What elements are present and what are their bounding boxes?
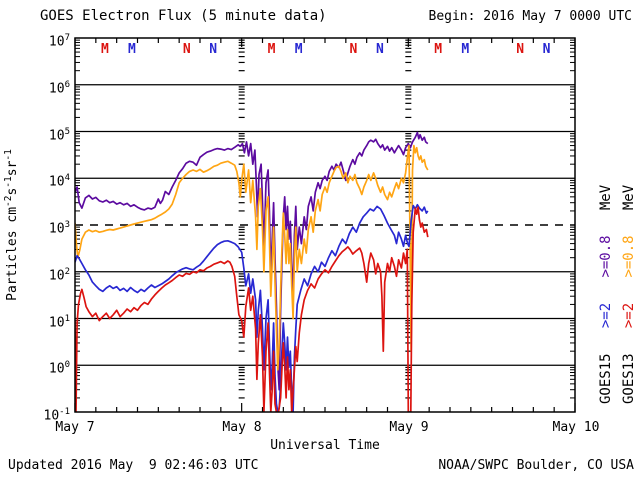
y-tick-label-1e7: 107 [48, 33, 70, 50]
x-tick-may10: May 10 [552, 420, 600, 435]
legend-text-GOES15: GOES15 [598, 353, 614, 404]
series-goes15-0-8-mev [75, 131, 429, 391]
y-tick-label-1e-1: 10-1 [43, 407, 71, 424]
noaa-credit: NOAA/SWPC Boulder, CO USA [438, 458, 634, 473]
x-axis-title: Universal Time [270, 438, 380, 453]
legend-text-GOES13: GOES13 [621, 353, 637, 404]
marker-m-goes13: M [268, 42, 276, 57]
y-tick-label-1e6: 106 [48, 79, 70, 97]
marker-n-goes15: N [209, 42, 217, 57]
y-tick-label-1e1: 101 [48, 313, 70, 330]
y-tick-label-1e0: 100 [48, 360, 70, 377]
marker-m-goes13: M [434, 42, 442, 57]
marker-m-goes13: M [101, 42, 109, 57]
marker-m-goes15: M [295, 42, 303, 57]
legend-text-MeV: MeV [621, 184, 637, 235]
legend-text-2: >=2 [598, 303, 614, 354]
plot-border [74, 37, 576, 413]
legend-column-goes15: GOES15 >=2 >=0.8 MeV [598, 184, 614, 404]
marker-n-goes15: N [543, 42, 551, 57]
series-goes13-2-mev [75, 206, 429, 412]
x-tick-may9: May 9 [389, 420, 429, 435]
x-tick-may8: May 8 [222, 420, 262, 435]
y-tick-label-1e2: 102 [48, 266, 70, 284]
marker-n-goes15: N [376, 42, 384, 57]
y-tick-label-1e3: 103 [48, 220, 70, 237]
legend-text-2: >=2 [621, 303, 637, 354]
x-tick-may7: May 7 [55, 420, 95, 435]
updated-timestamp: Updated 2016 May 9 02:46:03 UTC [8, 458, 259, 473]
series-goes13-0-8-mev [75, 144, 429, 371]
legend-text-0.8: >=0.8 [598, 235, 614, 302]
chart-title: GOES Electron Flux (5 minute data) [40, 8, 327, 24]
marker-n-goes13: N [350, 42, 358, 57]
marker-n-goes13: N [183, 42, 191, 57]
begin-time-label: Begin: 2016 May 7 0000 UTC [428, 9, 633, 24]
marker-n-goes13: N [516, 42, 524, 57]
marker-m-goes15: M [128, 42, 136, 57]
y-tick-label-1e5: 105 [48, 126, 70, 143]
y-axis-title: Particles cm-2s-1sr-1 [3, 149, 20, 301]
legend-text-0.8: >=0.8 [621, 235, 637, 302]
legend-column-goes13: GOES13 >=2 >=0.8 MeV [621, 184, 637, 404]
legend-text-MeV: MeV [598, 184, 614, 235]
marker-m-goes15: M [461, 42, 469, 57]
y-tick-label-1e4: 104 [48, 173, 70, 190]
